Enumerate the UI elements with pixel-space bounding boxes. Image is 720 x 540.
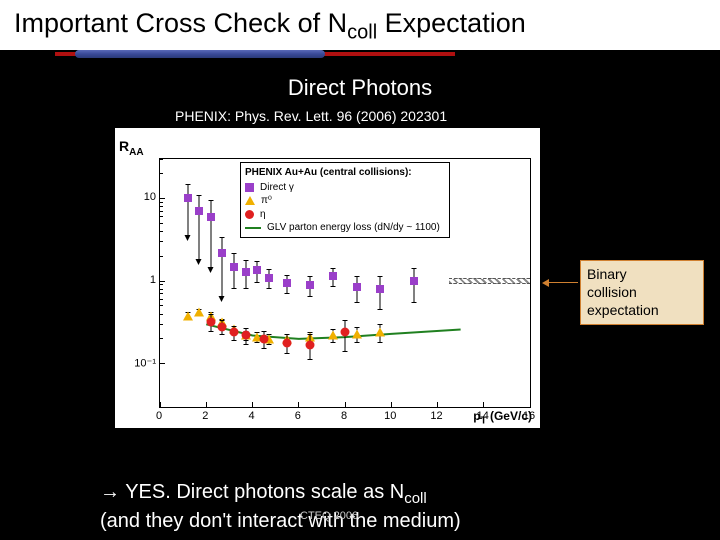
conclusion-line2: (and they don't interact with the medium…	[100, 510, 461, 532]
data-point	[353, 283, 361, 291]
conclusion-line1-prefix: YES. Direct photons scale as N	[120, 481, 404, 503]
data-point	[306, 340, 315, 349]
data-point	[265, 274, 273, 282]
legend-marker-icon	[245, 210, 254, 219]
data-point	[183, 311, 193, 320]
y-axis-label: RAA	[119, 138, 144, 158]
data-point	[242, 268, 250, 276]
x-tick-label: 4	[248, 410, 254, 422]
data-point	[253, 266, 261, 274]
x-tick-label: 12	[430, 410, 442, 422]
decorative-blue-bar	[75, 50, 325, 58]
callout-line2: collision	[587, 284, 637, 300]
y-tick-label: 10	[144, 191, 156, 203]
conclusion-text: → YES. Direct photons scale as Ncoll (an…	[100, 480, 461, 534]
title-suffix: Expectation	[377, 8, 526, 38]
data-point	[375, 328, 385, 337]
title-prefix: Important Cross Check of N	[14, 8, 347, 38]
conclusion-line1-sub: coll	[404, 490, 427, 507]
callout-arrow-icon	[548, 282, 578, 283]
data-point	[230, 328, 239, 337]
data-point	[207, 213, 215, 221]
data-point	[184, 194, 192, 202]
binary-collision-callout: Binary collision expectation	[580, 260, 704, 325]
x-tick-label: 2	[202, 410, 208, 422]
x-tick-label: 14	[477, 410, 489, 422]
x-tick-label: 16	[523, 410, 535, 422]
legend-label: η	[260, 208, 266, 222]
raa-chart: RAA pT (GeV/c) PHENIX Au+Au (central col…	[115, 128, 540, 428]
y-tick-label: 1	[150, 274, 156, 286]
data-point	[328, 331, 338, 340]
legend-marker-icon	[245, 183, 254, 192]
legend-label: Direct γ	[260, 181, 294, 195]
data-point	[376, 285, 384, 293]
legend-marker-icon	[245, 196, 255, 205]
x-tick-label: 6	[295, 410, 301, 422]
legend-item: Direct γ	[245, 181, 445, 195]
data-point	[206, 318, 215, 327]
data-point	[230, 263, 238, 271]
data-point	[194, 308, 204, 317]
data-point	[195, 207, 203, 215]
conclusion-arrow: →	[100, 481, 120, 503]
legend-label: GLV parton energy loss (dN/dy ~ 1100)	[267, 221, 440, 235]
slide-title-bar: Important Cross Check of Ncoll Expectati…	[0, 0, 720, 50]
title-subscript: coll	[347, 21, 377, 43]
footer-note: CTEQ 2006	[300, 510, 358, 522]
data-point	[410, 277, 418, 285]
x-tick-label: 10	[384, 410, 396, 422]
y-tick-label: 10⁻¹	[134, 356, 156, 369]
legend-title: PHENIX Au+Au (central collisions):	[245, 166, 445, 180]
legend-item: η	[245, 208, 445, 222]
data-point	[352, 329, 362, 338]
slide-title: Important Cross Check of Ncoll Expectati…	[14, 8, 526, 38]
x-tick-label: 8	[341, 410, 347, 422]
data-point	[241, 331, 250, 340]
data-point	[218, 249, 226, 257]
citation-text: PHENIX: Phys. Rev. Lett. 96 (2006) 20230…	[175, 108, 447, 124]
legend-item: GLV parton energy loss (dN/dy ~ 1100)	[245, 221, 445, 235]
legend-item: π⁰	[245, 194, 445, 208]
callout-line1: Binary	[587, 266, 627, 282]
data-point	[283, 338, 292, 347]
data-point	[218, 322, 227, 331]
data-point	[306, 281, 314, 289]
callout-line3: expectation	[587, 302, 659, 318]
data-point	[329, 272, 337, 280]
x-tick-label: 0	[156, 410, 162, 422]
data-point	[260, 334, 269, 343]
legend-label: π⁰	[261, 194, 272, 208]
subtitle: Direct Photons	[0, 75, 720, 101]
data-point	[341, 328, 350, 337]
legend-marker-icon	[245, 227, 261, 229]
data-point	[283, 279, 291, 287]
chart-legend: PHENIX Au+Au (central collisions):Direct…	[240, 162, 450, 238]
